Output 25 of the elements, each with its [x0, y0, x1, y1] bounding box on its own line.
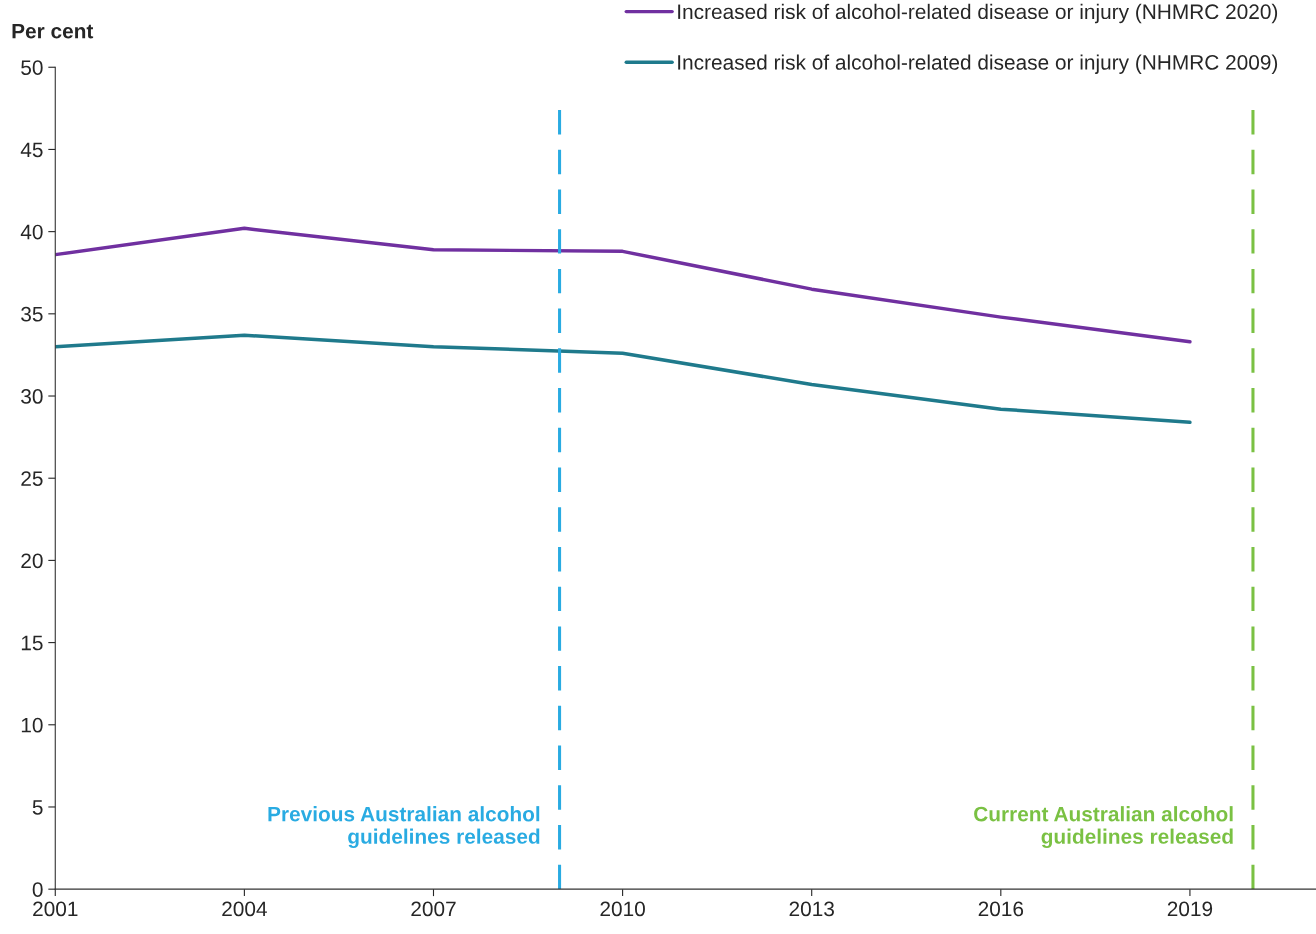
- y-tick-label: 30: [21, 389, 43, 404]
- ref-line-label: Current Australian alcohol guidelines released: [974, 806, 1233, 849]
- x-tick-label: 2004: [222, 901, 267, 917]
- y-tick-label: 20: [21, 553, 43, 569]
- y-tick-label: 5: [32, 800, 43, 815]
- x-tick-label: 2010: [600, 901, 645, 917]
- y-tick-label: 45: [20, 142, 43, 158]
- y-tick-label: 25: [21, 471, 43, 486]
- y-tick-label: 40: [20, 224, 43, 240]
- x-tick-label: 2016: [978, 901, 1024, 917]
- line-series: [55, 333, 1192, 425]
- y-tick-label: 35: [21, 306, 43, 322]
- line-series: [55, 226, 1192, 344]
- legend-label: Increased risk of alcohol-related disease or injury (NHMRC 2009): [678, 54, 1278, 74]
- y-axis-title: Per cent: [12, 23, 94, 39]
- x-tick-label: 2013: [789, 901, 834, 917]
- ref-line-label: Previous Australian alcohol guidelines released: [268, 806, 540, 849]
- y-tick-label: 50: [21, 60, 43, 75]
- y-tick-label: 10: [21, 717, 43, 733]
- x-tick-label: 2007: [411, 901, 456, 917]
- y-tick-label: 0: [32, 882, 43, 897]
- legend-label: Increased risk of alcohol-related disease or injury (NHMRC 2020): [678, 3, 1278, 24]
- x-tick-label: 2019: [1167, 901, 1213, 917]
- y-tick-label: 15: [21, 635, 43, 651]
- x-tick-label: 2001: [33, 901, 78, 917]
